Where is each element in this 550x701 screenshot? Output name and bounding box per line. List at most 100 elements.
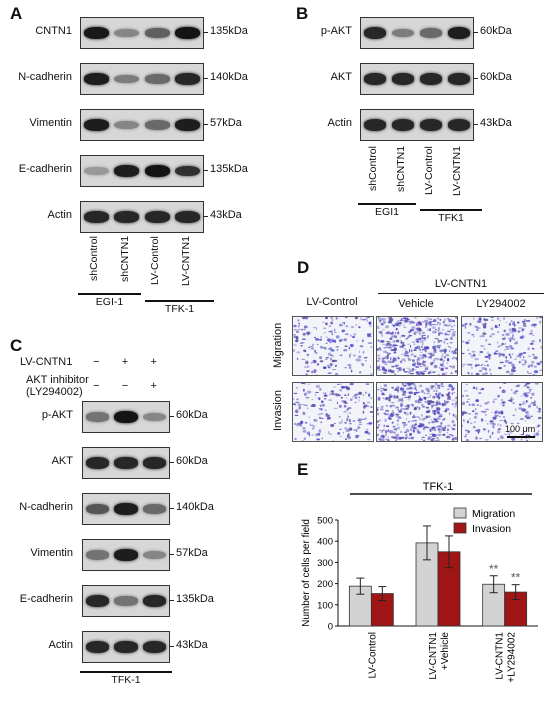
group-label-egi1: EGI1 (375, 206, 399, 218)
stained-cells (462, 317, 542, 375)
band (83, 167, 109, 175)
migration-invasion-bar-chart: TFK-1 0 100 200 300 400 500 Number of cells per… (301, 481, 538, 683)
y-tick-label: 300 (317, 558, 333, 569)
lane-label-shcntn1: shCNTN1 (118, 236, 131, 283)
kda-tick (473, 124, 478, 125)
lv-cntn1-sign: − (93, 356, 100, 368)
band (114, 549, 138, 561)
band (114, 120, 140, 130)
band (447, 27, 471, 39)
blot-row-label-akt: AKT (51, 455, 73, 467)
akt-inhibitor-sign: − (93, 380, 100, 392)
kda-tick (203, 32, 208, 33)
band (142, 457, 167, 469)
blot-p-akt (360, 17, 474, 49)
kda-tick (169, 462, 174, 463)
band (142, 641, 167, 653)
stained-cells (293, 317, 373, 375)
kda-label: 140kDa (210, 71, 248, 83)
band (114, 211, 140, 223)
band (144, 28, 170, 38)
stained-cells (377, 317, 457, 375)
blot-actin (82, 631, 170, 663)
lane-label-lv-control: LV-Control (149, 236, 162, 285)
band (142, 550, 167, 560)
kda-label: 57kDa (210, 117, 242, 129)
kda-label: 60kDa (176, 455, 208, 467)
row-label-invasion: Invasion (272, 390, 284, 432)
band (447, 73, 471, 85)
legend-label-migration: Migration (472, 508, 515, 520)
stained-cells (377, 383, 457, 441)
legend-swatch-invasion (453, 522, 467, 534)
band (419, 28, 443, 38)
blot-row-label-n-cadherin: N-cadherin (19, 501, 73, 513)
panel-b-letter: B (296, 4, 309, 23)
kda-tick (203, 216, 208, 217)
blot-row-label-n-cadherin: N-cadherin (18, 71, 72, 83)
kda-tick (473, 78, 478, 79)
band (175, 73, 201, 85)
category-label: LV-Control (367, 632, 378, 679)
band (142, 412, 167, 422)
row-label-migration: Migration (272, 322, 284, 368)
band (144, 211, 170, 223)
category-label: LV-CNTN1 (428, 632, 439, 680)
blot-akt (82, 447, 170, 479)
band (114, 457, 138, 469)
kda-label: 43kDa (210, 209, 242, 221)
treatment-2-label: AKT inhibitor (26, 374, 89, 386)
band (114, 503, 138, 515)
band (85, 641, 110, 653)
kda-label: 43kDa (480, 117, 512, 129)
blot-actin (80, 201, 204, 233)
lane-label-lv-cntn1: LV-CNTN1 (451, 146, 463, 196)
band (114, 28, 140, 38)
lane-label-shcntn1: shCNTN1 (395, 146, 407, 193)
blot-actin (360, 109, 474, 141)
blot-row-label-cntn1: CNTN1 (35, 25, 72, 37)
blot-row-label-p-akt: p-AKT (41, 409, 73, 421)
band (363, 73, 387, 85)
y-axis-label: Number of cells per field (301, 519, 312, 627)
legend-swatch-migration (453, 507, 467, 519)
blot-row-label-actin: Actin (47, 209, 72, 221)
band (447, 119, 471, 131)
band (114, 165, 140, 177)
micrograph-invasion-vehicle (376, 382, 458, 442)
y-tick-label: 100 (317, 600, 333, 611)
band (85, 550, 110, 560)
akt-inhibitor-sign: − (121, 380, 129, 392)
y-tick-label: 400 (317, 537, 333, 548)
panel-e-letter: E (297, 460, 309, 479)
group-line-egi-1 (78, 293, 141, 295)
blot-e-cadherin (80, 155, 204, 187)
band (142, 504, 167, 514)
band (114, 596, 138, 606)
blot-row-label-actin: Actin (327, 117, 352, 129)
band (85, 412, 110, 422)
band (83, 73, 109, 85)
group-label-tfk1: TFK1 (438, 212, 464, 224)
band (391, 73, 415, 85)
significance-mark: ** (489, 562, 499, 576)
kda-label: 60kDa (176, 409, 208, 421)
lane-label-shcontrol: shControl (88, 236, 101, 281)
kda-tick (169, 600, 174, 601)
lv-cntn1-group-line (378, 293, 544, 294)
group-label-tfk-1: TFK-1 (164, 303, 195, 315)
blot-vimentin (80, 109, 204, 141)
blot-cntn1 (80, 17, 204, 49)
band (85, 595, 110, 607)
lv-cntn1-sign: + (121, 356, 129, 368)
lane-label-lv-control: LV-Control (423, 146, 435, 195)
kda-label: 60kDa (480, 71, 512, 83)
blot-n-cadherin (80, 63, 204, 95)
panel-d-letter: D (297, 258, 310, 277)
kda-tick (169, 646, 174, 647)
kda-label: 135kDa (176, 593, 214, 605)
band (175, 211, 201, 223)
band (144, 74, 170, 84)
scale-bar-label: 100 μm (505, 424, 536, 434)
significance-mark: ** (511, 571, 521, 585)
